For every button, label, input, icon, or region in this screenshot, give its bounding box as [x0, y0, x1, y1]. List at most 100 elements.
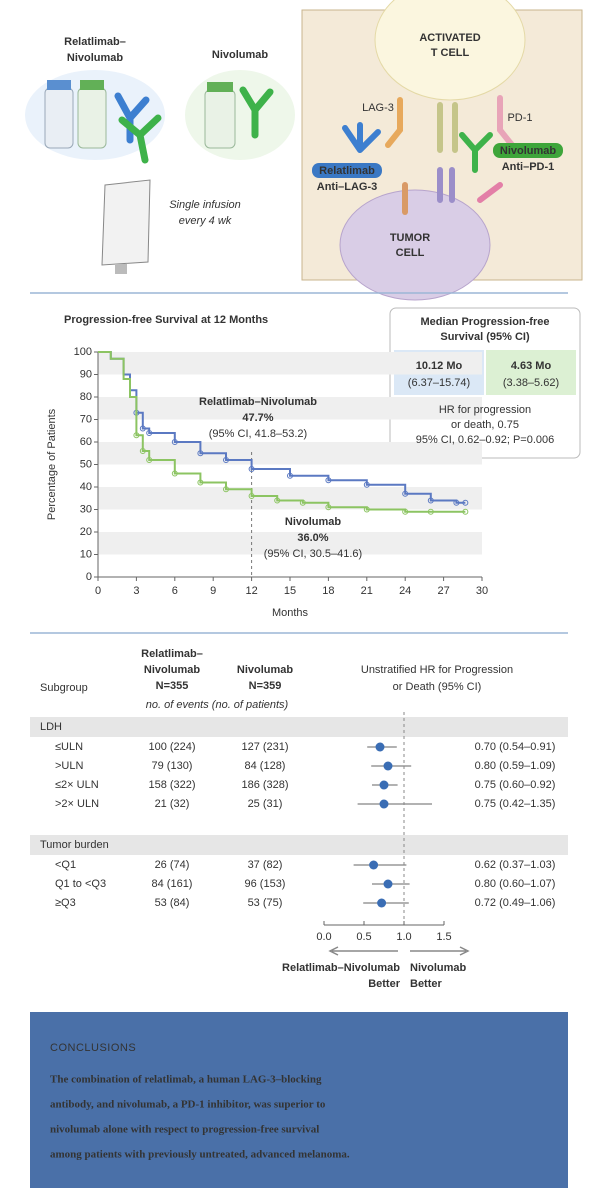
receptors — [342, 95, 515, 215]
x-tick-label: 12 — [245, 585, 257, 597]
y-tick-label: 30 — [80, 503, 92, 515]
t-cell — [374, 0, 526, 101]
x-tick-label: 1.0 — [396, 931, 411, 943]
y-tick-label: 100 — [74, 346, 92, 358]
combo-label: Nivolumab — [67, 52, 124, 64]
y-tick-label: 20 — [80, 526, 92, 538]
y-tick-label: 40 — [80, 481, 92, 493]
censor-mark — [146, 457, 153, 463]
combo-count: 79 (130) — [152, 760, 193, 772]
hr-text: or death, 0.75 — [451, 419, 519, 431]
badge-label: Anti–LAG-3 — [317, 181, 378, 193]
conclusions-text: nivolumab alone with respect to progress… — [50, 1124, 319, 1136]
group-label: LDH — [40, 721, 62, 733]
chart-title: Progression-free Survival at 12 Months — [64, 314, 268, 326]
t-cell-label: ACTIVATED — [419, 32, 480, 44]
grid-band — [98, 352, 482, 375]
grid-band — [98, 532, 482, 555]
censor-mark — [402, 508, 409, 515]
hr-text: 95% CI, 0.62–0.92; P=0.006 — [416, 434, 555, 446]
median-value: 4.63 Mo — [511, 360, 552, 372]
series-ci: (95% CI, 41.8–53.2) — [209, 428, 307, 440]
hr-point — [379, 799, 389, 809]
hr-header: Unstratified HR for Progression — [361, 664, 513, 676]
conclusions-text: antibody, and nivolumab, a PD-1 inhibito… — [50, 1099, 326, 1111]
y-tick-label: 10 — [80, 548, 92, 560]
x-tick-label: 24 — [399, 585, 411, 597]
y-axis-label: Percentage of Patients — [46, 408, 58, 520]
hr-header: or Death (95% CI) — [393, 681, 482, 693]
group-label: Tumor burden — [40, 839, 109, 851]
combo-count: 158 (322) — [148, 779, 195, 791]
series-value: 36.0% — [297, 532, 328, 544]
row-label: Q1 to <Q3 — [55, 878, 106, 890]
series-label: Nivolumab — [285, 516, 342, 528]
row-label: ≥Q3 — [55, 897, 76, 909]
combo-label: Relatlimab– — [64, 36, 126, 48]
grid-band — [98, 397, 482, 420]
median-value: 10.12 Mo — [416, 360, 463, 372]
censor-mark — [139, 425, 146, 432]
bag-port — [115, 264, 127, 274]
vial — [204, 89, 236, 149]
censor-mark — [223, 457, 229, 463]
combo-header: N=355 — [156, 680, 189, 692]
glow — [185, 70, 295, 160]
combo-header: Nivolumab — [144, 664, 201, 676]
nivo-count: 127 (231) — [241, 741, 288, 753]
censor-mark — [325, 477, 332, 484]
vial — [77, 87, 107, 149]
badge-label: Nivolumab — [500, 145, 557, 157]
infusion-bag — [101, 179, 151, 266]
censor-mark — [248, 466, 255, 472]
group-band — [30, 835, 568, 855]
x-tick-label: 0.5 — [356, 931, 371, 943]
censor-mark — [171, 439, 178, 445]
arrow-left — [328, 946, 398, 956]
tumor-cell — [339, 189, 491, 301]
y-tick-label: 70 — [80, 413, 92, 425]
hr-point — [377, 898, 387, 908]
tumor-cell-label: TUMOR — [390, 232, 430, 244]
row-label: >ULN — [55, 760, 83, 772]
y-tick-label: 60 — [80, 436, 92, 448]
combo-count: 84 (161) — [152, 878, 193, 890]
conclusions-box — [30, 1012, 568, 1188]
x-tick-label: 30 — [476, 585, 488, 597]
nivo-count: 37 (82) — [248, 859, 283, 871]
vial — [44, 87, 74, 149]
censor-mark — [274, 497, 281, 504]
y-tick-label: 90 — [80, 368, 92, 380]
combo-header: Relatlimab– — [141, 648, 203, 660]
censor-mark — [402, 490, 409, 497]
infusion-label: every 4 wk — [179, 215, 232, 227]
hr-point — [375, 742, 385, 752]
censor-mark — [133, 432, 140, 439]
conclusions-text: The combination of relatlimab, a human L… — [50, 1074, 322, 1086]
median-ci: (3.38–5.62) — [503, 377, 559, 389]
row-label: <Q1 — [55, 859, 76, 871]
row-label: ≤ULN — [55, 741, 83, 753]
censor-mark — [299, 499, 306, 506]
censor-mark — [139, 448, 146, 454]
hr-text: HR for progression — [439, 404, 531, 416]
nivo-count: 96 (153) — [245, 878, 286, 890]
t-cell-label: T CELL — [431, 47, 470, 59]
hr-label: 0.80 (0.59–1.09) — [475, 760, 556, 772]
censor-mark — [462, 508, 469, 515]
x-tick-label: 18 — [322, 585, 334, 597]
nivo-count: 25 (31) — [248, 798, 283, 810]
hr-label: 0.75 (0.60–0.92) — [475, 779, 556, 791]
combo-count: 26 (74) — [155, 859, 190, 871]
x-tick-label: 27 — [437, 585, 449, 597]
km-curve — [98, 351, 466, 513]
median-ci: (6.37–15.74) — [408, 377, 470, 389]
illustration — [25, 0, 583, 1188]
x-tick-label: 6 — [172, 585, 178, 597]
median-title: Median Progression-free — [421, 316, 550, 328]
grid-band — [98, 442, 482, 465]
hr-label: 0.70 (0.54–0.91) — [475, 741, 556, 753]
x-tick-label: 3 — [133, 585, 139, 597]
x-tick-label: 15 — [284, 585, 296, 597]
censor-mark — [287, 472, 293, 479]
